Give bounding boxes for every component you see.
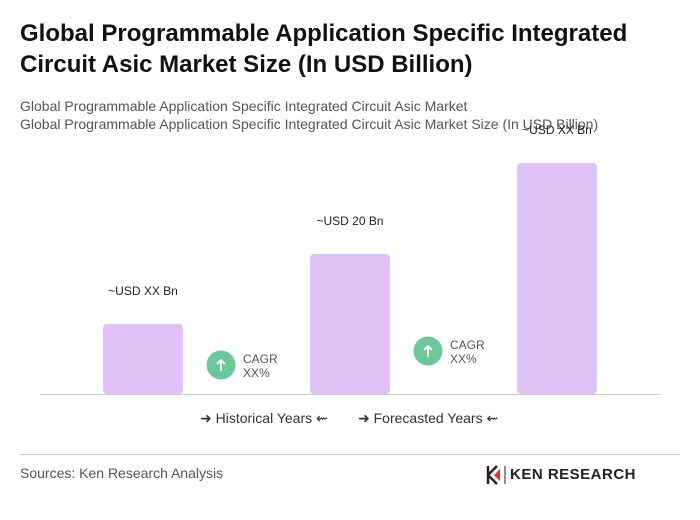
legend-label: Historical Years xyxy=(215,410,313,426)
legend-item: ➜ Forecasted Years ⇜ xyxy=(358,410,499,426)
logo-icon xyxy=(486,465,506,485)
value-label: ~USD XX Bn xyxy=(522,123,592,137)
cagr-label: CAGR XX% xyxy=(243,352,278,380)
legend-item: ➜ Historical Years ⇜ xyxy=(200,410,328,426)
cagr-icon xyxy=(206,350,236,380)
bar xyxy=(517,163,597,394)
bar xyxy=(103,324,183,394)
cagr-label: CAGR XX% xyxy=(450,338,485,366)
value-label: ~USD XX Bn xyxy=(108,284,178,298)
cagr-icon xyxy=(413,336,443,366)
source: Sources: Ken Research Analysis xyxy=(20,465,224,481)
subtitle: Global Programmable Application Specific… xyxy=(20,98,468,114)
value-label: ~USD 20 Bn xyxy=(316,214,384,228)
chart-title: Global Programmable Application Specific… xyxy=(20,20,628,78)
logo: KEN RESEARCH xyxy=(510,466,637,483)
subtitle: Global Programmable Application Specific… xyxy=(20,116,599,132)
bar xyxy=(310,254,390,394)
legend-label: Forecasted Years xyxy=(373,410,483,426)
